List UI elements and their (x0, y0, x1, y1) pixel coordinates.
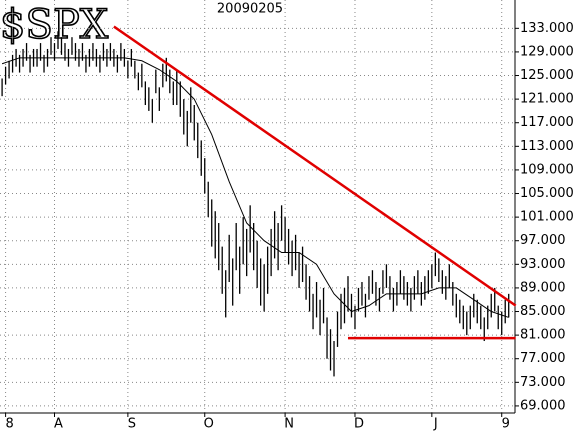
y-tick-label: 109.000 (520, 162, 574, 177)
y-tick-label: 69.000 (520, 398, 566, 413)
x-tick-label: A (54, 417, 63, 432)
x-tick-label: O (204, 417, 214, 432)
x-tick-label: D (354, 417, 364, 432)
y-tick-label: 101.000 (520, 210, 574, 225)
x-tick-label: N (284, 417, 294, 432)
y-tick-label: 125.000 (520, 68, 574, 83)
x-tick-label: J (433, 417, 438, 432)
chart-date: 20090205 (217, 2, 283, 17)
y-tick-label: 113.000 (520, 139, 574, 154)
y-tick-label: 121.000 (520, 92, 574, 107)
trendline (113, 25, 517, 307)
y-tick-label: 77.000 (520, 351, 566, 366)
moving-average (1, 57, 509, 318)
y-tick-label: 89.000 (520, 280, 566, 295)
y-tick-label: 129.000 (520, 44, 574, 59)
y-tick-label: 117.000 (520, 115, 574, 130)
y-tick-label: 97.000 (520, 233, 566, 248)
x-tick-label: S (128, 417, 136, 432)
y-tick-label: 81.000 (520, 328, 566, 343)
y-tick-label: 133.000 (520, 21, 574, 36)
y-tick-label: 73.000 (520, 375, 566, 390)
x-tick-label: 8 (5, 417, 13, 432)
y-tick-label: 93.000 (520, 257, 566, 272)
y-tick-label: 105.000 (520, 186, 574, 201)
x-tick-label: 9 (502, 417, 510, 432)
y-tick-label: 85.000 (520, 304, 566, 319)
